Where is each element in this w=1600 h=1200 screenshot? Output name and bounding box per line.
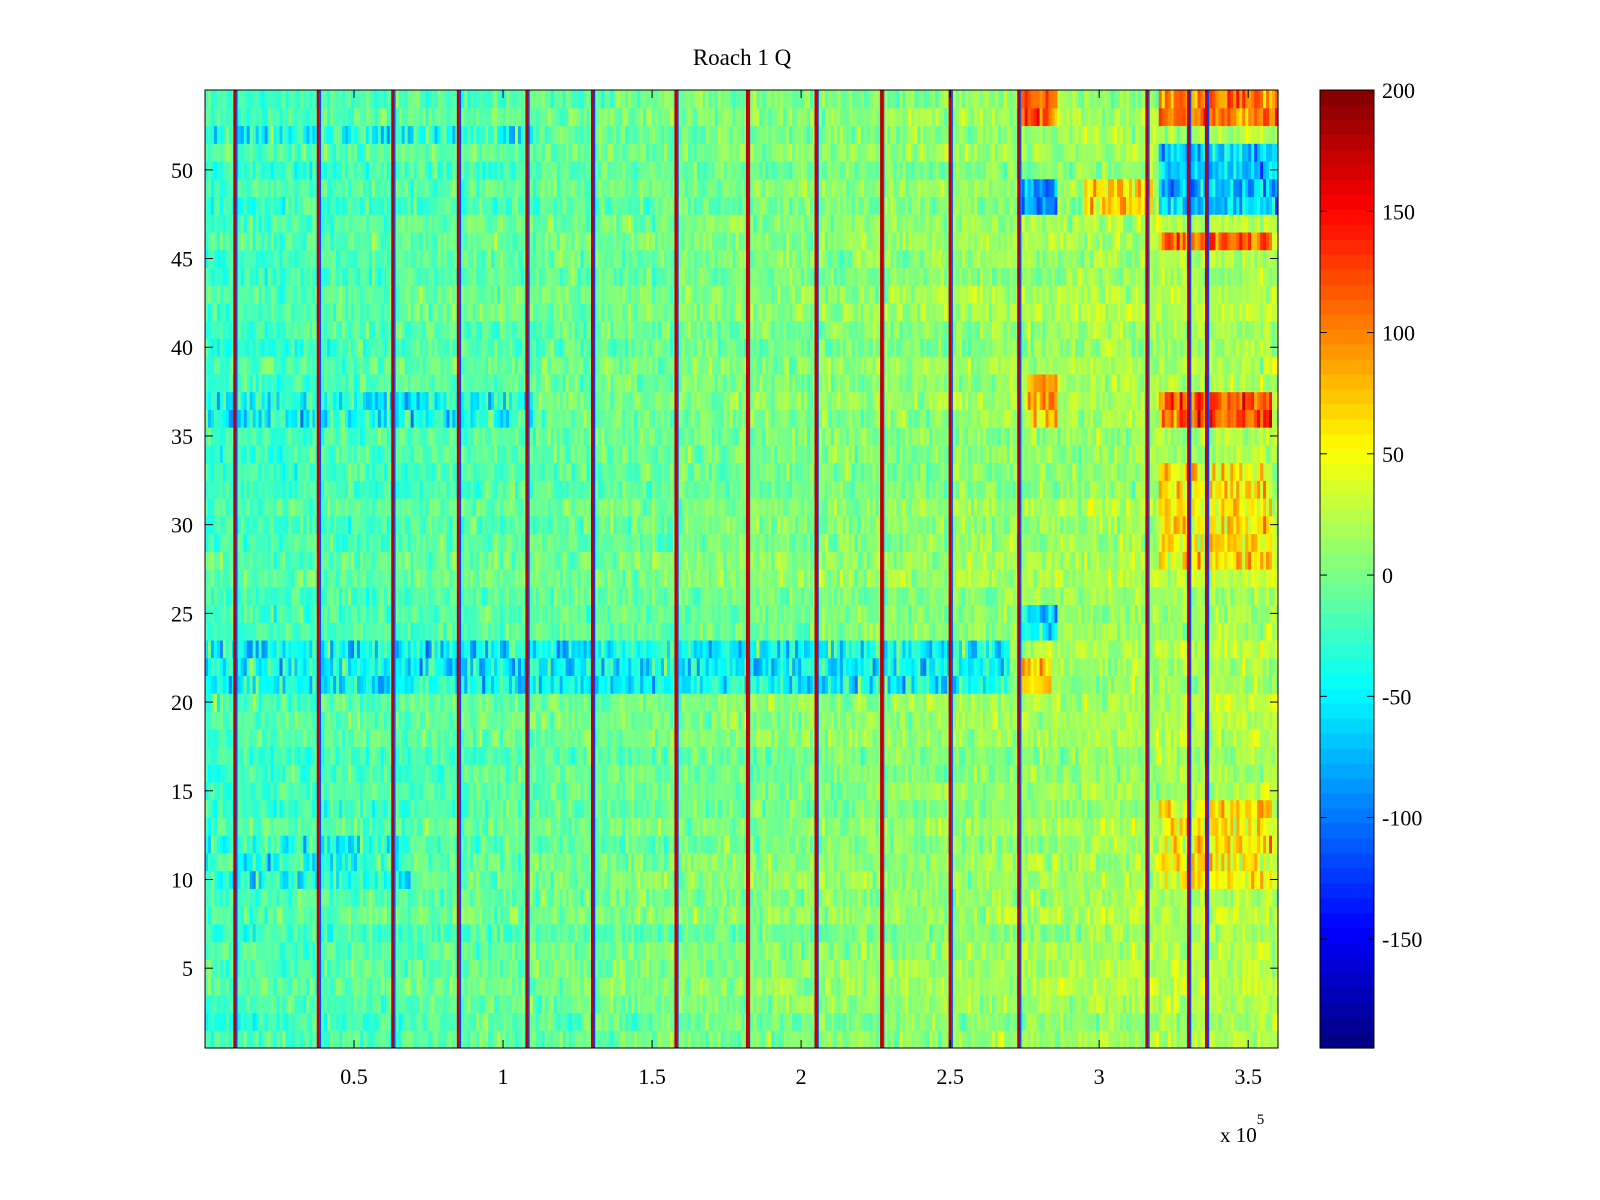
chart-title: Roach 1 Q	[693, 45, 792, 70]
heatmap-plot	[205, 90, 1279, 1049]
